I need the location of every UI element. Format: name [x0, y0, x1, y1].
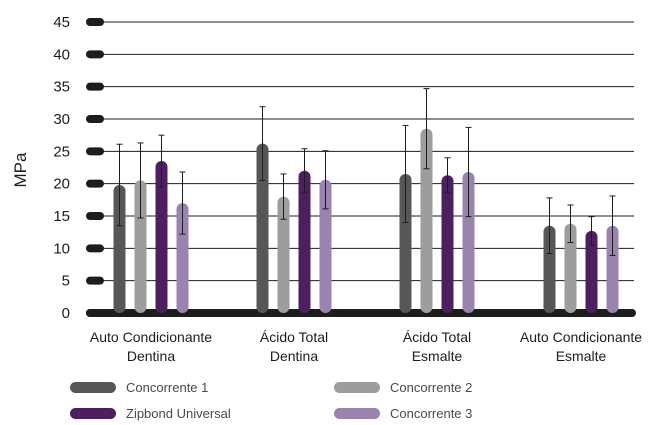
bar: [277, 196, 290, 313]
tick-mark: [86, 50, 104, 59]
bar: [564, 223, 577, 313]
legend-item-concorrente-1: Concorrente 1: [70, 380, 208, 395]
bar: [298, 170, 311, 313]
legend-item-zipbond-universal: Zipbond Universal: [70, 406, 231, 421]
bar: [543, 225, 556, 313]
x-category-label: Ácido Total: [403, 329, 471, 345]
bar: [441, 175, 454, 313]
tick-mark: [86, 147, 104, 156]
tick-mark: [86, 82, 104, 91]
bar: [585, 230, 598, 313]
legend-label: Zipbond Universal: [126, 406, 231, 421]
legend-label: Concorrente 3: [390, 406, 473, 421]
bar-chart: 0 5 10 15 20 25 30 35 40 45 Auto Condicionante Dent…: [11, 14, 642, 364]
tick-mark: [86, 212, 104, 220]
legend-swatch: [70, 382, 116, 393]
y-tick-label: 0: [62, 305, 70, 322]
bar: [462, 172, 475, 313]
y-tick-label: 5: [62, 273, 70, 290]
y-tick-label: 40: [53, 46, 70, 63]
legend-swatch: [334, 408, 380, 419]
bar: [319, 179, 332, 313]
x-category-label: Auto Condicionante: [90, 329, 212, 345]
x-axis-baseline: [86, 309, 636, 317]
bar: [113, 184, 126, 313]
legend-item-concorrente-2: Concorrente 2: [334, 380, 472, 395]
bar: [176, 203, 189, 313]
y-tick-label: 15: [53, 208, 70, 225]
tick-mark: [86, 18, 104, 26]
bar: [155, 161, 168, 313]
tick-mark: [86, 276, 104, 285]
y-tick-label: 35: [53, 79, 70, 96]
tick-mark: [86, 179, 104, 188]
y-tick-label: 45: [53, 14, 70, 31]
x-category-label: Dentina: [270, 348, 318, 364]
bars: [113, 88, 619, 313]
y-tick-label: 20: [53, 176, 70, 193]
x-category-label: Esmalte: [556, 348, 607, 364]
legend-label: Concorrente 2: [390, 380, 473, 395]
legend-item-concorrente-3: Concorrente 3: [334, 406, 472, 421]
bar: [134, 180, 147, 313]
legend-label: Concorrente 1: [126, 380, 209, 395]
tick-mark: [86, 115, 104, 123]
y-tick-label: 30: [53, 111, 70, 128]
x-category-label: Auto Condicionante: [520, 329, 642, 345]
legend-swatch: [334, 382, 380, 393]
labels: 0 5 10 15 20 25 30 35 40 45 Auto Condicionante Dent…: [53, 14, 642, 364]
y-tick-label: 10: [53, 240, 70, 257]
legend-swatch: [70, 408, 116, 419]
grid: [86, 18, 636, 317]
tick-mark: [86, 244, 104, 253]
bar: [399, 173, 412, 313]
legend: Concorrente 1 Concorrente 2 Zipbond Univ…: [70, 376, 540, 424]
bar: [420, 128, 433, 313]
x-category-label: Esmalte: [412, 348, 463, 364]
y-tick-label: 25: [53, 143, 70, 160]
y-axis-title: MPa: [11, 152, 30, 188]
bar: [256, 143, 269, 313]
bar: [606, 225, 619, 313]
x-category-label: Ácido Total: [260, 329, 328, 345]
x-category-label: Dentina: [127, 348, 175, 364]
